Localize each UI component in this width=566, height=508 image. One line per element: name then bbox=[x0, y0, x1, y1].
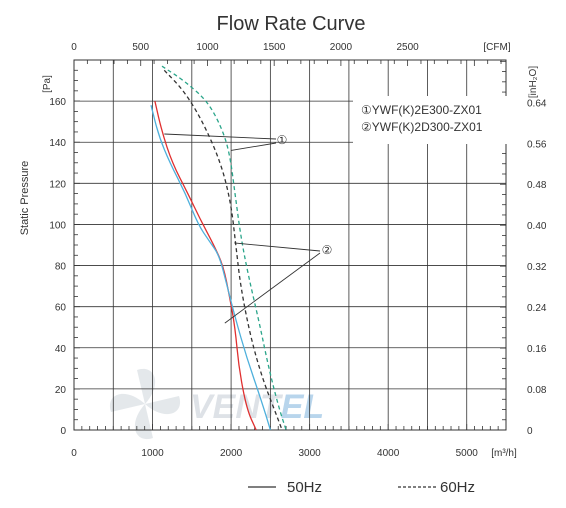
y-tick-label: 100 bbox=[49, 220, 66, 231]
legend-entry-1: ①YWF(K)2E300-ZX01 bbox=[361, 103, 482, 117]
x-tick-label: 3000 bbox=[299, 448, 322, 459]
cfm-tick-label: 500 bbox=[132, 42, 149, 53]
x-tick-label: 1000 bbox=[141, 448, 164, 459]
inh2o-tick-label: 0 bbox=[527, 426, 533, 437]
cfm-tick-label: 1500 bbox=[263, 42, 286, 53]
callout-2-leader bbox=[224, 252, 321, 324]
x-unit-top: [CFM] bbox=[483, 42, 510, 53]
x-tick-label: 4000 bbox=[377, 448, 400, 459]
y-tick-label: 40 bbox=[55, 344, 67, 355]
callout-1-leader bbox=[231, 142, 277, 151]
inh2o-tick-label: 0.24 bbox=[527, 303, 547, 314]
series-curve-3 bbox=[163, 69, 283, 431]
legend-entry-2: ②YWF(K)2D300-ZX01 bbox=[361, 120, 483, 134]
x-tick-label: 0 bbox=[71, 448, 77, 459]
series-curve-1 bbox=[154, 100, 257, 431]
inh2o-tick-label: 0.16 bbox=[527, 344, 547, 355]
x-tick-label: 5000 bbox=[456, 448, 479, 459]
series-curve-4 bbox=[161, 65, 287, 431]
y-tick-label: 0 bbox=[60, 426, 66, 437]
inh2o-tick-label: 0.08 bbox=[527, 385, 547, 396]
watermark: VENTEL bbox=[109, 368, 324, 440]
callout-1-leader bbox=[164, 133, 277, 140]
callout-1-label: ① bbox=[277, 133, 288, 147]
callout-2-leader bbox=[234, 242, 321, 252]
inh2o-tick-label: 0.56 bbox=[527, 139, 547, 150]
callout-2-label: ② bbox=[322, 243, 333, 257]
y-tick-label: 140 bbox=[49, 138, 66, 149]
y-tick-label: 160 bbox=[49, 97, 66, 108]
legend-box bbox=[353, 96, 517, 144]
y-tick-label: 20 bbox=[55, 385, 67, 396]
inh2o-tick-label: 0.32 bbox=[527, 262, 547, 273]
chart-title: Flow Rate Curve bbox=[217, 13, 366, 35]
y-tick-label: 60 bbox=[55, 303, 67, 314]
inh2o-tick-label: 0.48 bbox=[527, 180, 547, 191]
x-tick-label: 2000 bbox=[220, 448, 243, 459]
callout-leaders: ①② bbox=[164, 133, 333, 324]
cfm-tick-label: 0 bbox=[71, 42, 77, 53]
cfm-tick-label: 1000 bbox=[196, 42, 219, 53]
inh2o-tick-label: 0.40 bbox=[527, 221, 547, 232]
watermark-brand: VENTEL bbox=[190, 388, 324, 426]
series-curve-2 bbox=[150, 105, 272, 431]
legend-60hz-label: 60Hz bbox=[440, 479, 475, 496]
data-series bbox=[150, 65, 287, 431]
inh2o-tick-label: 0.64 bbox=[527, 98, 547, 109]
y-axis-label: Static Pressure bbox=[19, 161, 31, 236]
y-unit-left: [Pa] bbox=[42, 75, 53, 93]
legend-50hz-label: 50Hz bbox=[287, 479, 322, 496]
cfm-tick-label: 2500 bbox=[396, 42, 419, 53]
plot-axes: 0 1000 2000 3000 4000 5000 [m³/h]0 500 1000 1500 2… bbox=[19, 42, 547, 459]
x-unit-bottom: [m³/h] bbox=[491, 448, 517, 459]
y-unit-right: [inH₂O] bbox=[528, 66, 539, 98]
cfm-tick-label: 2000 bbox=[330, 42, 353, 53]
y-tick-label: 80 bbox=[55, 262, 67, 273]
y-tick-label: 120 bbox=[49, 179, 66, 190]
